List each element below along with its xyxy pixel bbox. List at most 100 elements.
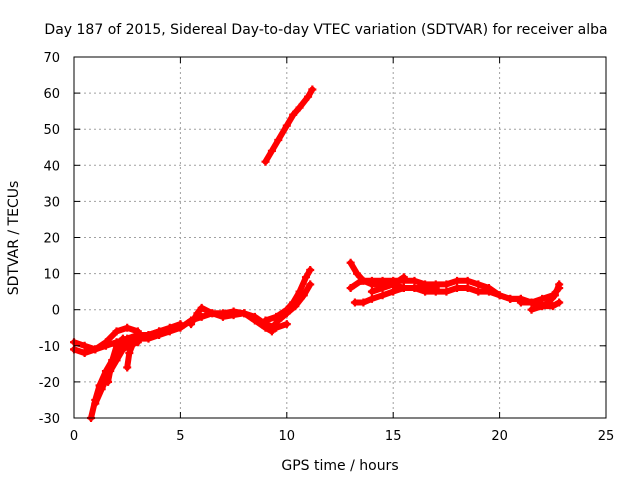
data-point xyxy=(453,276,462,285)
data-point xyxy=(295,287,304,296)
data-point xyxy=(193,309,202,318)
x-tick-label: 5 xyxy=(176,429,184,444)
data-point xyxy=(399,273,408,282)
data-point xyxy=(389,287,398,296)
data-point xyxy=(550,291,559,300)
data-point xyxy=(442,287,451,296)
data-point xyxy=(463,276,472,285)
data-point xyxy=(118,334,127,343)
data-points xyxy=(70,85,564,422)
data-point xyxy=(229,311,238,320)
data-point xyxy=(495,291,504,300)
data-point xyxy=(431,284,440,293)
data-point xyxy=(410,276,419,285)
data-point xyxy=(463,284,472,293)
y-tick-label: 0 xyxy=(52,304,60,319)
data-point xyxy=(306,265,315,274)
data-point xyxy=(80,349,89,358)
data-point xyxy=(378,291,387,300)
series-track-15 xyxy=(367,273,408,296)
y-tick-label: -30 xyxy=(39,412,60,427)
data-point xyxy=(261,157,270,166)
data-point xyxy=(299,291,308,300)
series-track-17 xyxy=(516,298,564,311)
axis-ticks: 0 5 10 15 20 25 -30 -20 -10 0 10 20 30 40 50 60 70 xyxy=(39,51,615,444)
data-point xyxy=(506,294,515,303)
series-track-10 xyxy=(267,280,315,332)
data-point xyxy=(304,92,313,101)
y-axis-label: SDTVAR / TECUs xyxy=(6,181,22,296)
data-point xyxy=(267,146,276,155)
data-point xyxy=(367,287,376,296)
data-point xyxy=(112,341,121,350)
data-point xyxy=(301,273,310,282)
data-point xyxy=(101,338,110,347)
x-tick-label: 20 xyxy=(491,429,508,444)
x-tick-label: 10 xyxy=(279,429,296,444)
series-trace xyxy=(188,304,275,335)
grid xyxy=(74,57,606,418)
data-point xyxy=(282,309,291,318)
series-track-5 xyxy=(104,334,134,386)
data-point xyxy=(97,385,106,394)
data-point xyxy=(378,276,387,285)
y-tick-label: 50 xyxy=(43,123,60,138)
data-point xyxy=(218,312,227,321)
data-point xyxy=(308,85,317,94)
data-point xyxy=(538,294,547,303)
data-point xyxy=(274,136,283,145)
data-point xyxy=(527,298,536,307)
data-point xyxy=(538,302,547,311)
data-point xyxy=(123,323,132,332)
data-point xyxy=(555,298,564,307)
data-point xyxy=(197,303,206,312)
data-point xyxy=(125,349,134,358)
data-point xyxy=(133,334,142,343)
data-point xyxy=(250,316,259,325)
data-point xyxy=(527,305,536,314)
data-point xyxy=(282,320,291,329)
data-point xyxy=(129,338,138,347)
y-tick-label: 60 xyxy=(43,87,60,102)
data-point xyxy=(474,287,483,296)
data-point xyxy=(289,110,298,119)
data-point xyxy=(357,276,366,285)
y-tick-label: 10 xyxy=(43,268,60,283)
data-point xyxy=(389,280,398,289)
data-point xyxy=(378,284,387,293)
data-point xyxy=(367,294,376,303)
data-point xyxy=(516,298,525,307)
y-tick-label: -20 xyxy=(39,376,60,391)
x-tick-label: 0 xyxy=(70,429,78,444)
data-point xyxy=(187,320,196,329)
data-point xyxy=(240,309,249,318)
data-point xyxy=(118,345,127,354)
series-trace xyxy=(351,285,439,306)
data-point xyxy=(474,280,483,289)
data-point xyxy=(91,345,100,354)
data-point xyxy=(421,284,430,293)
data-point xyxy=(442,280,451,289)
data-point xyxy=(112,327,121,336)
data-point xyxy=(367,276,376,285)
data-point xyxy=(399,284,408,293)
data-point xyxy=(155,330,164,339)
data-point xyxy=(295,103,304,112)
data-point xyxy=(208,309,217,318)
data-point xyxy=(80,341,89,350)
data-point xyxy=(346,258,355,267)
y-tick-label: -10 xyxy=(39,340,60,355)
data-point xyxy=(104,377,113,386)
data-point xyxy=(453,284,462,293)
data-point xyxy=(548,302,557,311)
data-point xyxy=(282,121,291,130)
data-point xyxy=(306,280,315,289)
data-point xyxy=(484,284,493,293)
x-tick-label: 25 xyxy=(598,429,615,444)
data-point xyxy=(291,302,300,311)
series-trace xyxy=(368,274,407,295)
data-point xyxy=(410,284,419,293)
y-tick-label: 20 xyxy=(43,232,60,247)
data-point xyxy=(144,334,153,343)
